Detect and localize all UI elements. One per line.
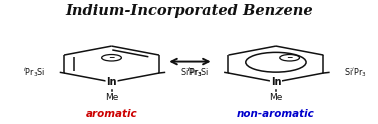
Text: Indium-Incorporated Benzene: Indium-Incorporated Benzene (65, 4, 313, 18)
Text: Me: Me (105, 93, 118, 102)
Text: $^i$Pr$_3$Si: $^i$Pr$_3$Si (23, 65, 45, 79)
Text: In: In (106, 77, 117, 87)
Text: −: − (108, 53, 115, 62)
Text: Me: Me (269, 93, 283, 102)
Text: Si$^i$Pr$_3$: Si$^i$Pr$_3$ (344, 65, 367, 79)
Text: non-aromatic: non-aromatic (237, 109, 315, 119)
Text: $^i$Pr$_3$Si: $^i$Pr$_3$Si (187, 65, 210, 79)
Text: Si$^i$Pr$_3$: Si$^i$Pr$_3$ (180, 65, 202, 79)
Text: aromatic: aromatic (86, 109, 137, 119)
Text: In: In (271, 77, 281, 87)
Text: −: − (287, 53, 293, 62)
